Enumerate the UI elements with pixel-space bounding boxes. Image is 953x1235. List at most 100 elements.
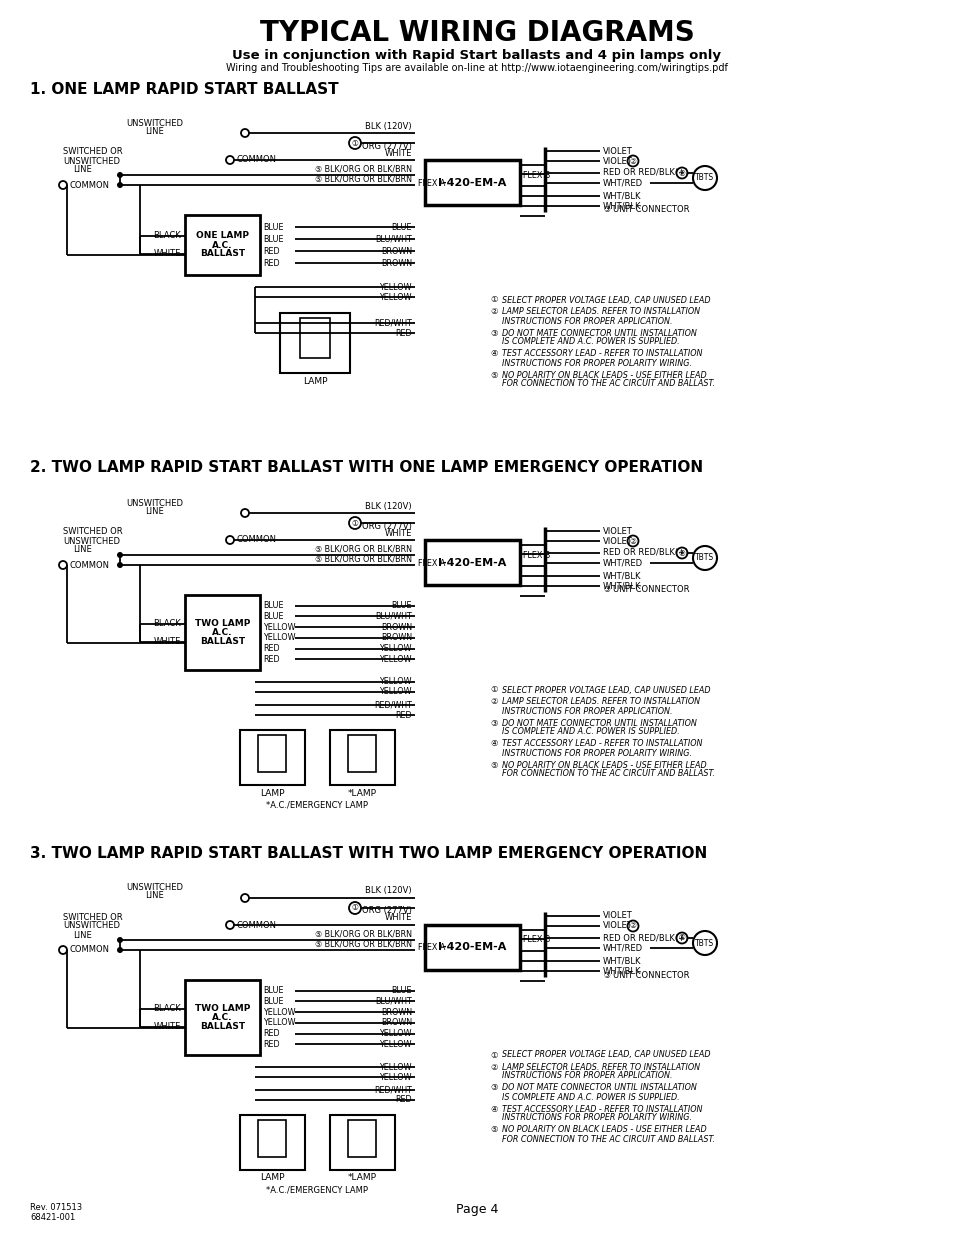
Text: RED/WHT: RED/WHT [374,319,412,327]
Text: ③: ③ [490,719,497,727]
Text: FOR CONNECTION TO THE AC CIRCUIT AND BALLAST.: FOR CONNECTION TO THE AC CIRCUIT AND BAL… [501,1135,714,1144]
Text: UNSWITCHED: UNSWITCHED [127,119,183,127]
Text: BLK (120V): BLK (120V) [365,121,412,131]
Bar [348,735,375,772]
Circle shape [692,931,717,955]
Text: ①: ① [490,685,497,694]
Text: BLU/WHT: BLU/WHT [375,611,412,621]
Text: BROWN: BROWN [380,634,412,642]
Text: ①: ① [352,904,358,913]
Text: TBTS: TBTS [695,173,714,183]
Text: INSTRUCTIONS FOR PROPER APPLICATION.: INSTRUCTIONS FOR PROPER APPLICATION. [501,706,672,715]
Text: SWITCHED OR: SWITCHED OR [63,527,123,536]
Text: COMMON: COMMON [236,536,276,545]
Text: Use in conjunction with Rapid Start ballasts and 4 pin lamps only: Use in conjunction with Rapid Start ball… [233,48,720,62]
Text: SELECT PROPER VOLTAGE LEAD, CAP UNUSED LEAD: SELECT PROPER VOLTAGE LEAD, CAP UNUSED L… [501,685,710,694]
Text: BROWN: BROWN [380,247,412,256]
Text: SELECT PROPER VOLTAGE LEAD, CAP UNUSED LEAD: SELECT PROPER VOLTAGE LEAD, CAP UNUSED L… [501,295,710,305]
Text: BLU/WHT: BLU/WHT [375,997,412,1007]
Text: RED: RED [263,258,279,268]
Text: DO NOT MATE CONNECTOR UNTIL INSTALLATION: DO NOT MATE CONNECTOR UNTIL INSTALLATION [501,329,696,337]
Circle shape [627,156,638,167]
Text: *LAMP: *LAMP [348,788,376,798]
Text: BLACK: BLACK [153,619,181,629]
Text: YELLOW: YELLOW [379,293,412,301]
Text: ③: ③ [602,585,609,594]
Text: LINE: LINE [146,126,164,136]
Text: FOR CONNECTION TO THE AC CIRCUIT AND BALLAST.: FOR CONNECTION TO THE AC CIRCUIT AND BAL… [501,379,714,389]
Text: WHT/BLK: WHT/BLK [602,956,640,966]
Circle shape [117,947,123,953]
Text: UNIT CONNECTOR: UNIT CONNECTOR [613,205,689,215]
Circle shape [241,894,249,902]
Text: FLEX A: FLEX A [417,944,445,952]
Text: ⑤ BLK/ORG OR BLK/BRN: ⑤ BLK/ORG OR BLK/BRN [314,174,412,184]
Text: ②: ② [490,1062,497,1072]
Text: BLUE: BLUE [391,987,412,995]
Text: BLUE: BLUE [263,997,283,1007]
Text: RED OR RED/BLK(+): RED OR RED/BLK(+) [602,548,687,557]
Text: ②: ② [490,308,497,316]
Text: INSTRUCTIONS FOR PROPER POLARITY WIRING.: INSTRUCTIONS FOR PROPER POLARITY WIRING. [501,1114,691,1123]
Text: WHT/BLK: WHT/BLK [602,582,640,590]
Circle shape [241,128,249,137]
Text: TEST ACCESSORY LEAD - REFER TO INSTALLATION: TEST ACCESSORY LEAD - REFER TO INSTALLAT… [501,350,701,358]
Text: A.C.: A.C. [212,1013,233,1023]
Text: TEST ACCESSORY LEAD - REFER TO INSTALLATION: TEST ACCESSORY LEAD - REFER TO INSTALLAT… [501,740,701,748]
Circle shape [692,546,717,571]
Text: RED: RED [263,1029,279,1039]
Text: ⑤ BLK/ORG OR BLK/BRN: ⑤ BLK/ORG OR BLK/BRN [314,545,412,553]
Text: ORG (277V): ORG (277V) [362,142,412,151]
Text: ⑤: ⑤ [490,761,497,769]
Text: ⑤: ⑤ [490,370,497,379]
Text: TWO LAMP: TWO LAMP [194,619,250,629]
Text: BROWN: BROWN [380,258,412,268]
Text: VIOLET: VIOLET [602,526,632,536]
Text: BLACK: BLACK [153,1004,181,1013]
Text: Rev. 071513: Rev. 071513 [30,1203,82,1213]
Circle shape [349,137,360,149]
Text: A.C.: A.C. [212,241,233,249]
Text: BALLAST: BALLAST [200,637,245,646]
Text: YELLOW: YELLOW [379,1029,412,1039]
Text: UNSWITCHED: UNSWITCHED [127,499,183,508]
Text: ④: ④ [678,548,684,557]
Text: 2. TWO LAMP RAPID START BALLAST WITH ONE LAMP EMERGENCY OPERATION: 2. TWO LAMP RAPID START BALLAST WITH ONE… [30,461,702,475]
Text: RED: RED [263,655,279,663]
Circle shape [676,932,687,944]
Text: NO POLARITY ON BLACK LEADS - USE EITHER LEAD: NO POLARITY ON BLACK LEADS - USE EITHER … [501,370,706,379]
Text: TEST ACCESSORY LEAD - REFER TO INSTALLATION: TEST ACCESSORY LEAD - REFER TO INSTALLAT… [501,1104,701,1114]
Text: ①: ① [490,295,497,305]
Text: BROWN: BROWN [380,1019,412,1028]
Text: COMMON: COMMON [236,156,276,164]
Circle shape [627,536,638,547]
Bar [348,1120,375,1157]
Text: WHITE: WHITE [153,249,181,258]
Text: BROWN: BROWN [380,1008,412,1016]
Text: INSTRUCTIONS FOR PROPER POLARITY WIRING.: INSTRUCTIONS FOR PROPER POLARITY WIRING. [501,358,691,368]
Text: UNIT CONNECTOR: UNIT CONNECTOR [613,971,689,979]
Text: UNSWITCHED: UNSWITCHED [63,921,120,930]
Bar [257,735,286,772]
Text: UNSWITCHED: UNSWITCHED [63,536,120,546]
Text: VIOLET: VIOLET [602,157,632,165]
Text: ②: ② [629,157,636,165]
Text: WHITE: WHITE [384,914,412,923]
Text: COMMON: COMMON [70,946,110,955]
Text: YELLOW: YELLOW [379,688,412,697]
Text: TBTS: TBTS [695,939,714,947]
Bar [299,317,330,358]
Text: WHT/BLK: WHT/BLK [602,191,640,200]
Text: ORG (277V): ORG (277V) [362,906,412,915]
Text: RED OR RED/BLK(+): RED OR RED/BLK(+) [602,934,687,942]
Bar [424,161,519,205]
Text: VIOLET: VIOLET [602,147,632,156]
Text: WHITE: WHITE [153,1023,181,1031]
Text: FLEX A: FLEX A [417,558,445,568]
Text: RED: RED [263,247,279,256]
Text: SELECT PROPER VOLTAGE LEAD, CAP UNUSED LEAD: SELECT PROPER VOLTAGE LEAD, CAP UNUSED L… [501,1051,710,1060]
Text: LAMP SELECTOR LEADS. REFER TO INSTALLATION: LAMP SELECTOR LEADS. REFER TO INSTALLATI… [501,308,700,316]
Text: YELLOW: YELLOW [263,622,295,631]
Text: ③: ③ [490,1083,497,1093]
Text: BLUE: BLUE [263,222,283,231]
